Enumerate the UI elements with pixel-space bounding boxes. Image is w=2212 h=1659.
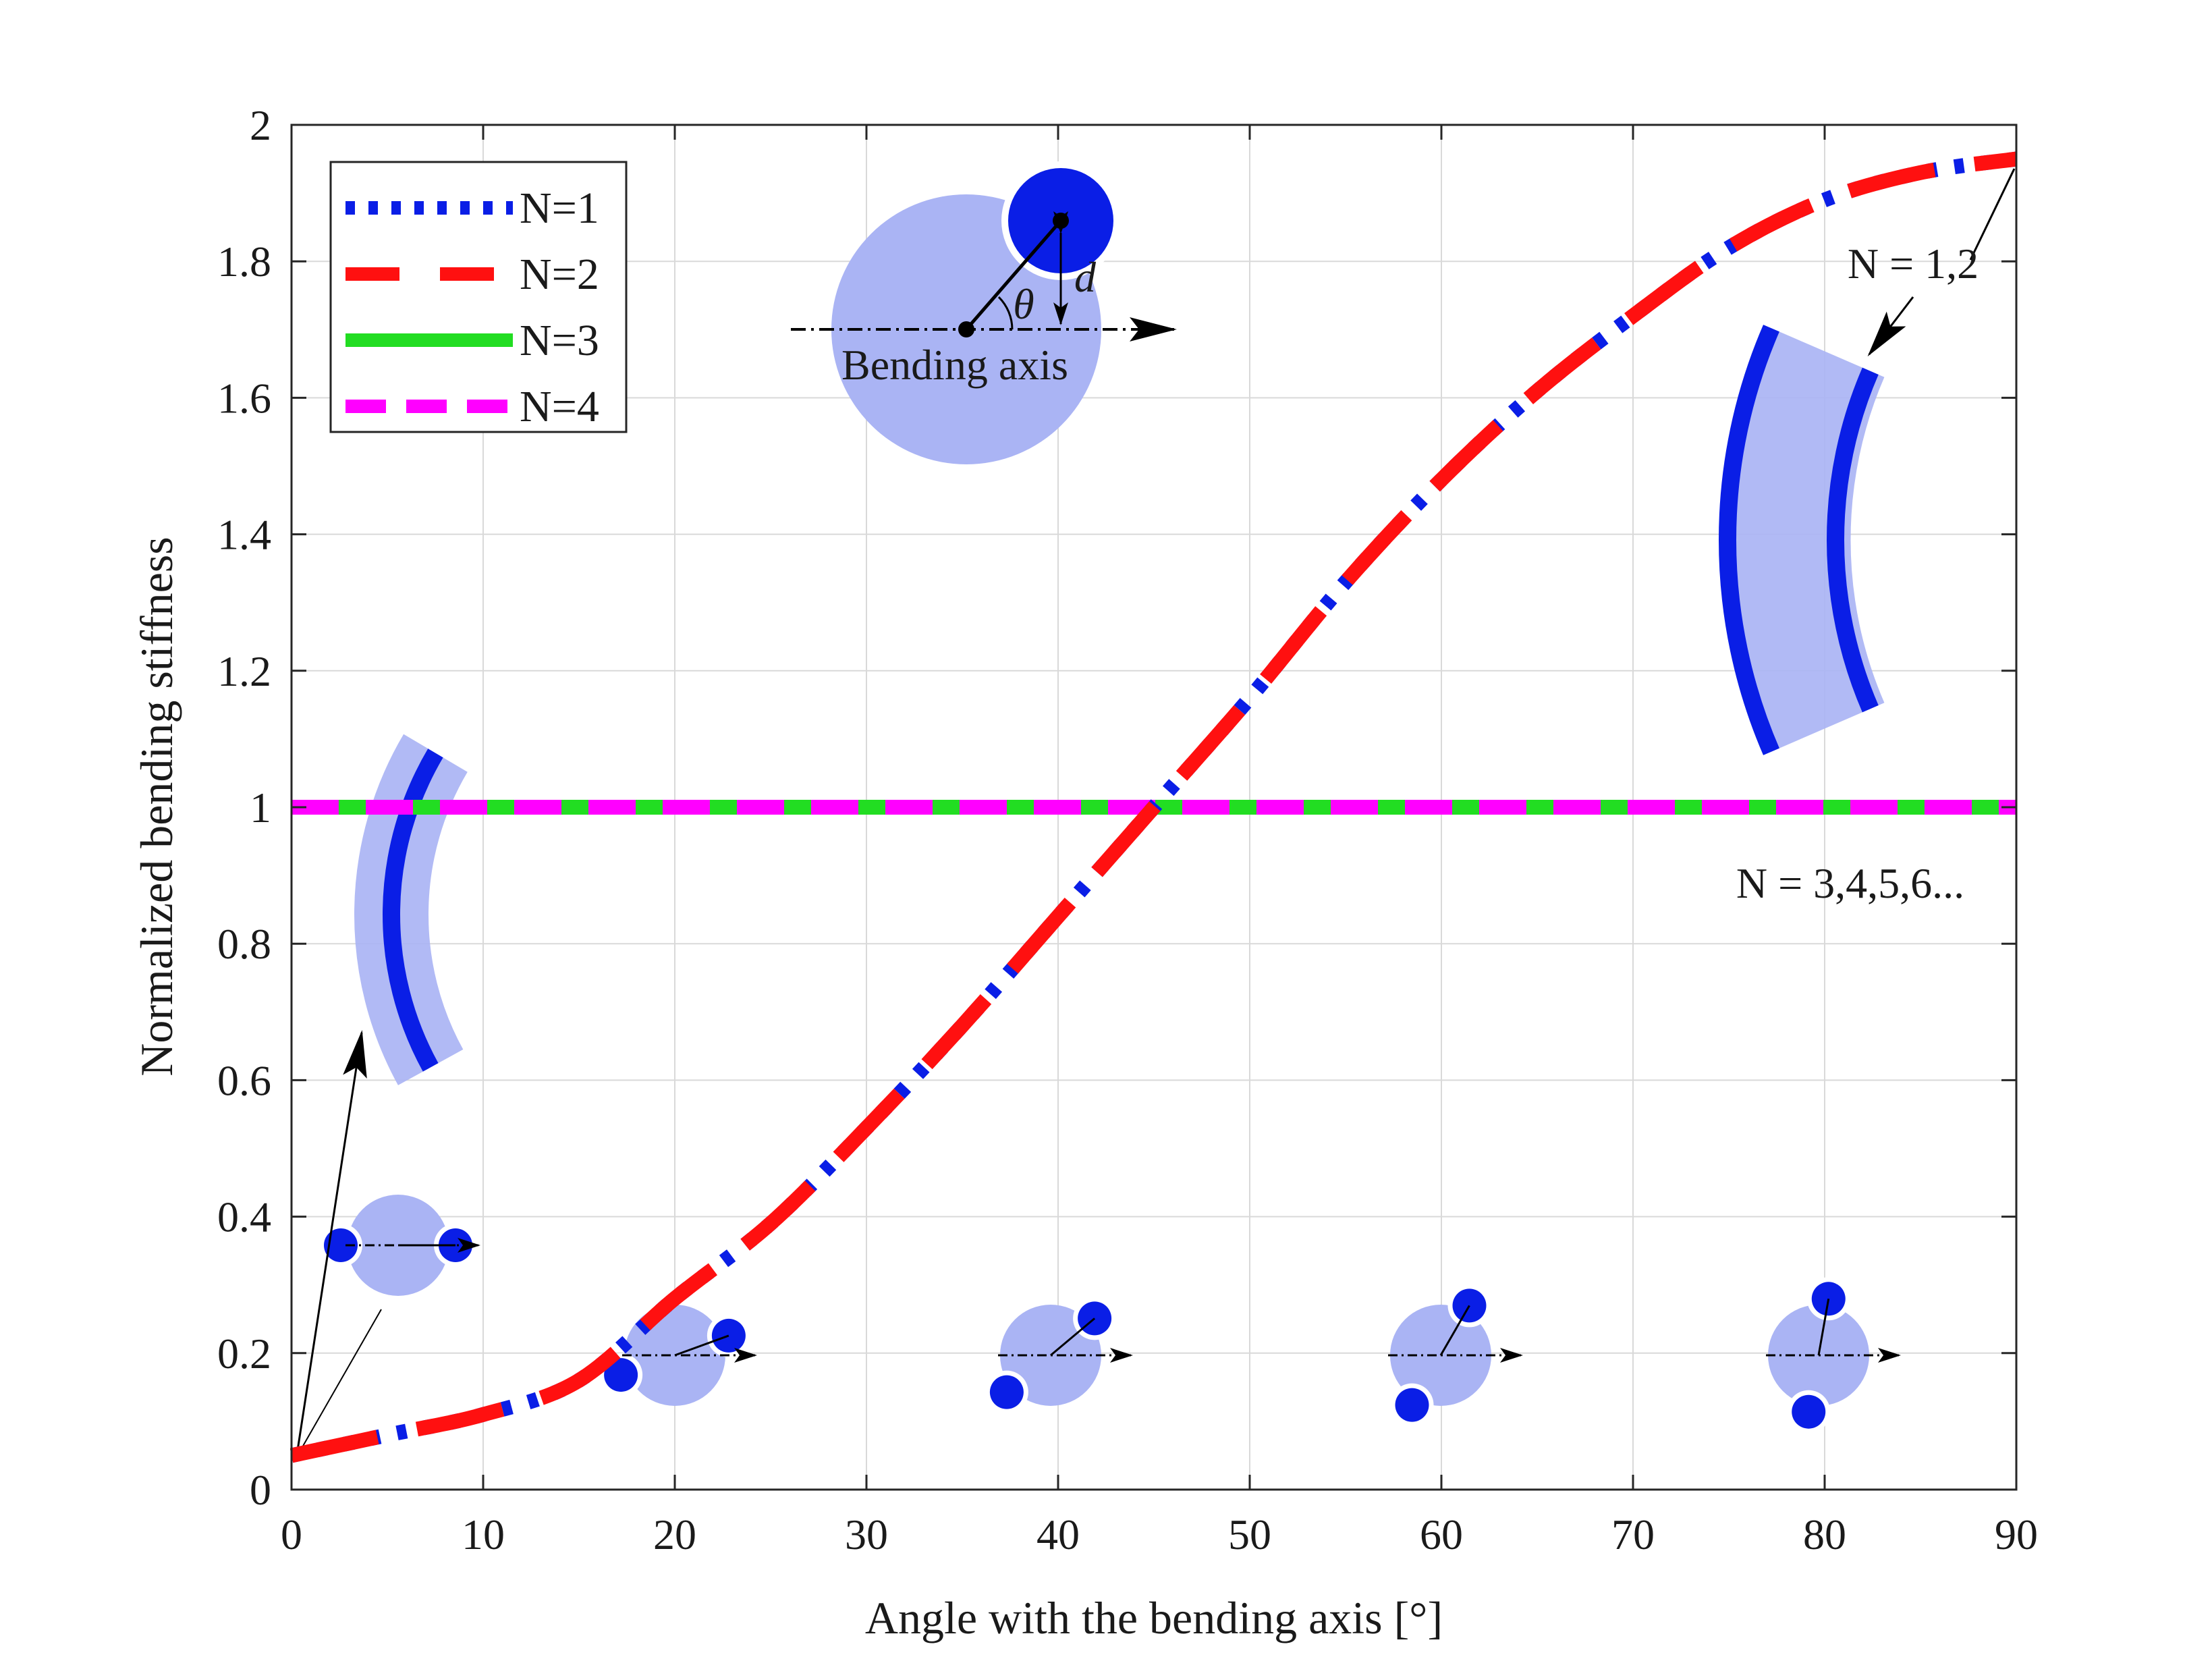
plate-fiber-layer	[1718, 325, 1779, 755]
radius-line	[965, 219, 1062, 331]
inset-fiber	[989, 1375, 1024, 1409]
curved-plate-high	[1718, 325, 1885, 755]
series-line-N2	[290, 151, 2018, 1463]
x-tick-label: 50	[1228, 1511, 1271, 1558]
center-dot	[958, 321, 974, 337]
x-tick-label: 70	[1611, 1511, 1655, 1558]
inset-80deg	[1766, 1277, 1901, 1434]
n12-label: N = 1,2	[1848, 240, 1979, 288]
insets	[296, 161, 2016, 1457]
inset-radius	[1050, 1317, 1096, 1357]
bending-axis-label: Bending axis	[841, 341, 1068, 389]
y-tick-label: 0.6	[217, 1056, 271, 1104]
fiber-dot	[1053, 213, 1069, 229]
ticks: 0 10 20 30 40 50 60 70 80 90 0 0.2 0.4 0.6 0.8 1 1.2 1.4 1…	[217, 101, 2038, 1558]
n3456-label: N = 3,4,5,6...	[1736, 859, 1964, 907]
y-axis-title: Normalized bending stiffness	[131, 537, 182, 1076]
x-tick-label: 80	[1803, 1511, 1846, 1558]
inset-radius	[674, 1334, 729, 1357]
legend: N=1 N=2 N=3 N=4	[329, 161, 628, 433]
y-tick-label: 0	[250, 1466, 271, 1514]
inset-fiber	[1395, 1388, 1429, 1422]
x-axis-title: Angle with the bending axis [°]	[865, 1592, 1443, 1643]
x-tick-label: 90	[1995, 1511, 2038, 1558]
inset-radius	[1439, 1305, 1470, 1356]
pointer-n12-plate	[1867, 296, 1914, 357]
x-tick-label: 30	[845, 1511, 888, 1558]
pointer-n12-top	[1969, 168, 2016, 261]
series	[290, 151, 2018, 1463]
x-tick-label: 60	[1420, 1511, 1463, 1558]
inset-fiber	[324, 1228, 358, 1262]
inset-40deg	[985, 1297, 1133, 1414]
schematic-bending-axis	[791, 161, 1177, 464]
theta-arc	[997, 296, 1014, 330]
legend-label: N=4	[520, 382, 599, 431]
plate-fiber-layer	[383, 749, 443, 1072]
x-tick-label: 40	[1036, 1511, 1080, 1558]
y-tick-label: 2	[250, 101, 271, 149]
inset-fiber	[604, 1358, 638, 1392]
legend-box	[329, 161, 628, 433]
plate-matrix	[1725, 327, 1885, 753]
y-tick-label: 1	[250, 784, 271, 832]
x-tick-label: 10	[462, 1511, 505, 1558]
y-tick-label: 0.8	[217, 920, 271, 968]
d-label: d	[1074, 253, 1097, 301]
y-tick-label: 1.8	[217, 238, 271, 285]
pointer-to-inset-0	[296, 1309, 382, 1457]
legend-label: N=2	[520, 250, 599, 299]
x-tick-label: 0	[281, 1511, 302, 1558]
legend-label: N=1	[520, 184, 599, 233]
y-tick-label: 1.4	[217, 511, 271, 559]
theta-label: θ	[1013, 280, 1034, 328]
inset-60deg	[1388, 1284, 1523, 1427]
plate-fiber-layer	[1827, 367, 1879, 713]
y-tick-label: 1.2	[217, 647, 271, 695]
pointer-to-plate-low	[296, 1030, 367, 1455]
y-tick-label: 1.6	[217, 374, 271, 422]
curved-plate-low	[354, 734, 468, 1085]
inset-radius	[1817, 1299, 1830, 1356]
y-tick-label: 0.2	[217, 1330, 271, 1378]
y-tick-label: 0.4	[217, 1193, 271, 1241]
legend-label: N=3	[520, 316, 599, 365]
x-tick-label: 20	[653, 1511, 696, 1558]
inset-fiber	[1792, 1394, 1826, 1429]
